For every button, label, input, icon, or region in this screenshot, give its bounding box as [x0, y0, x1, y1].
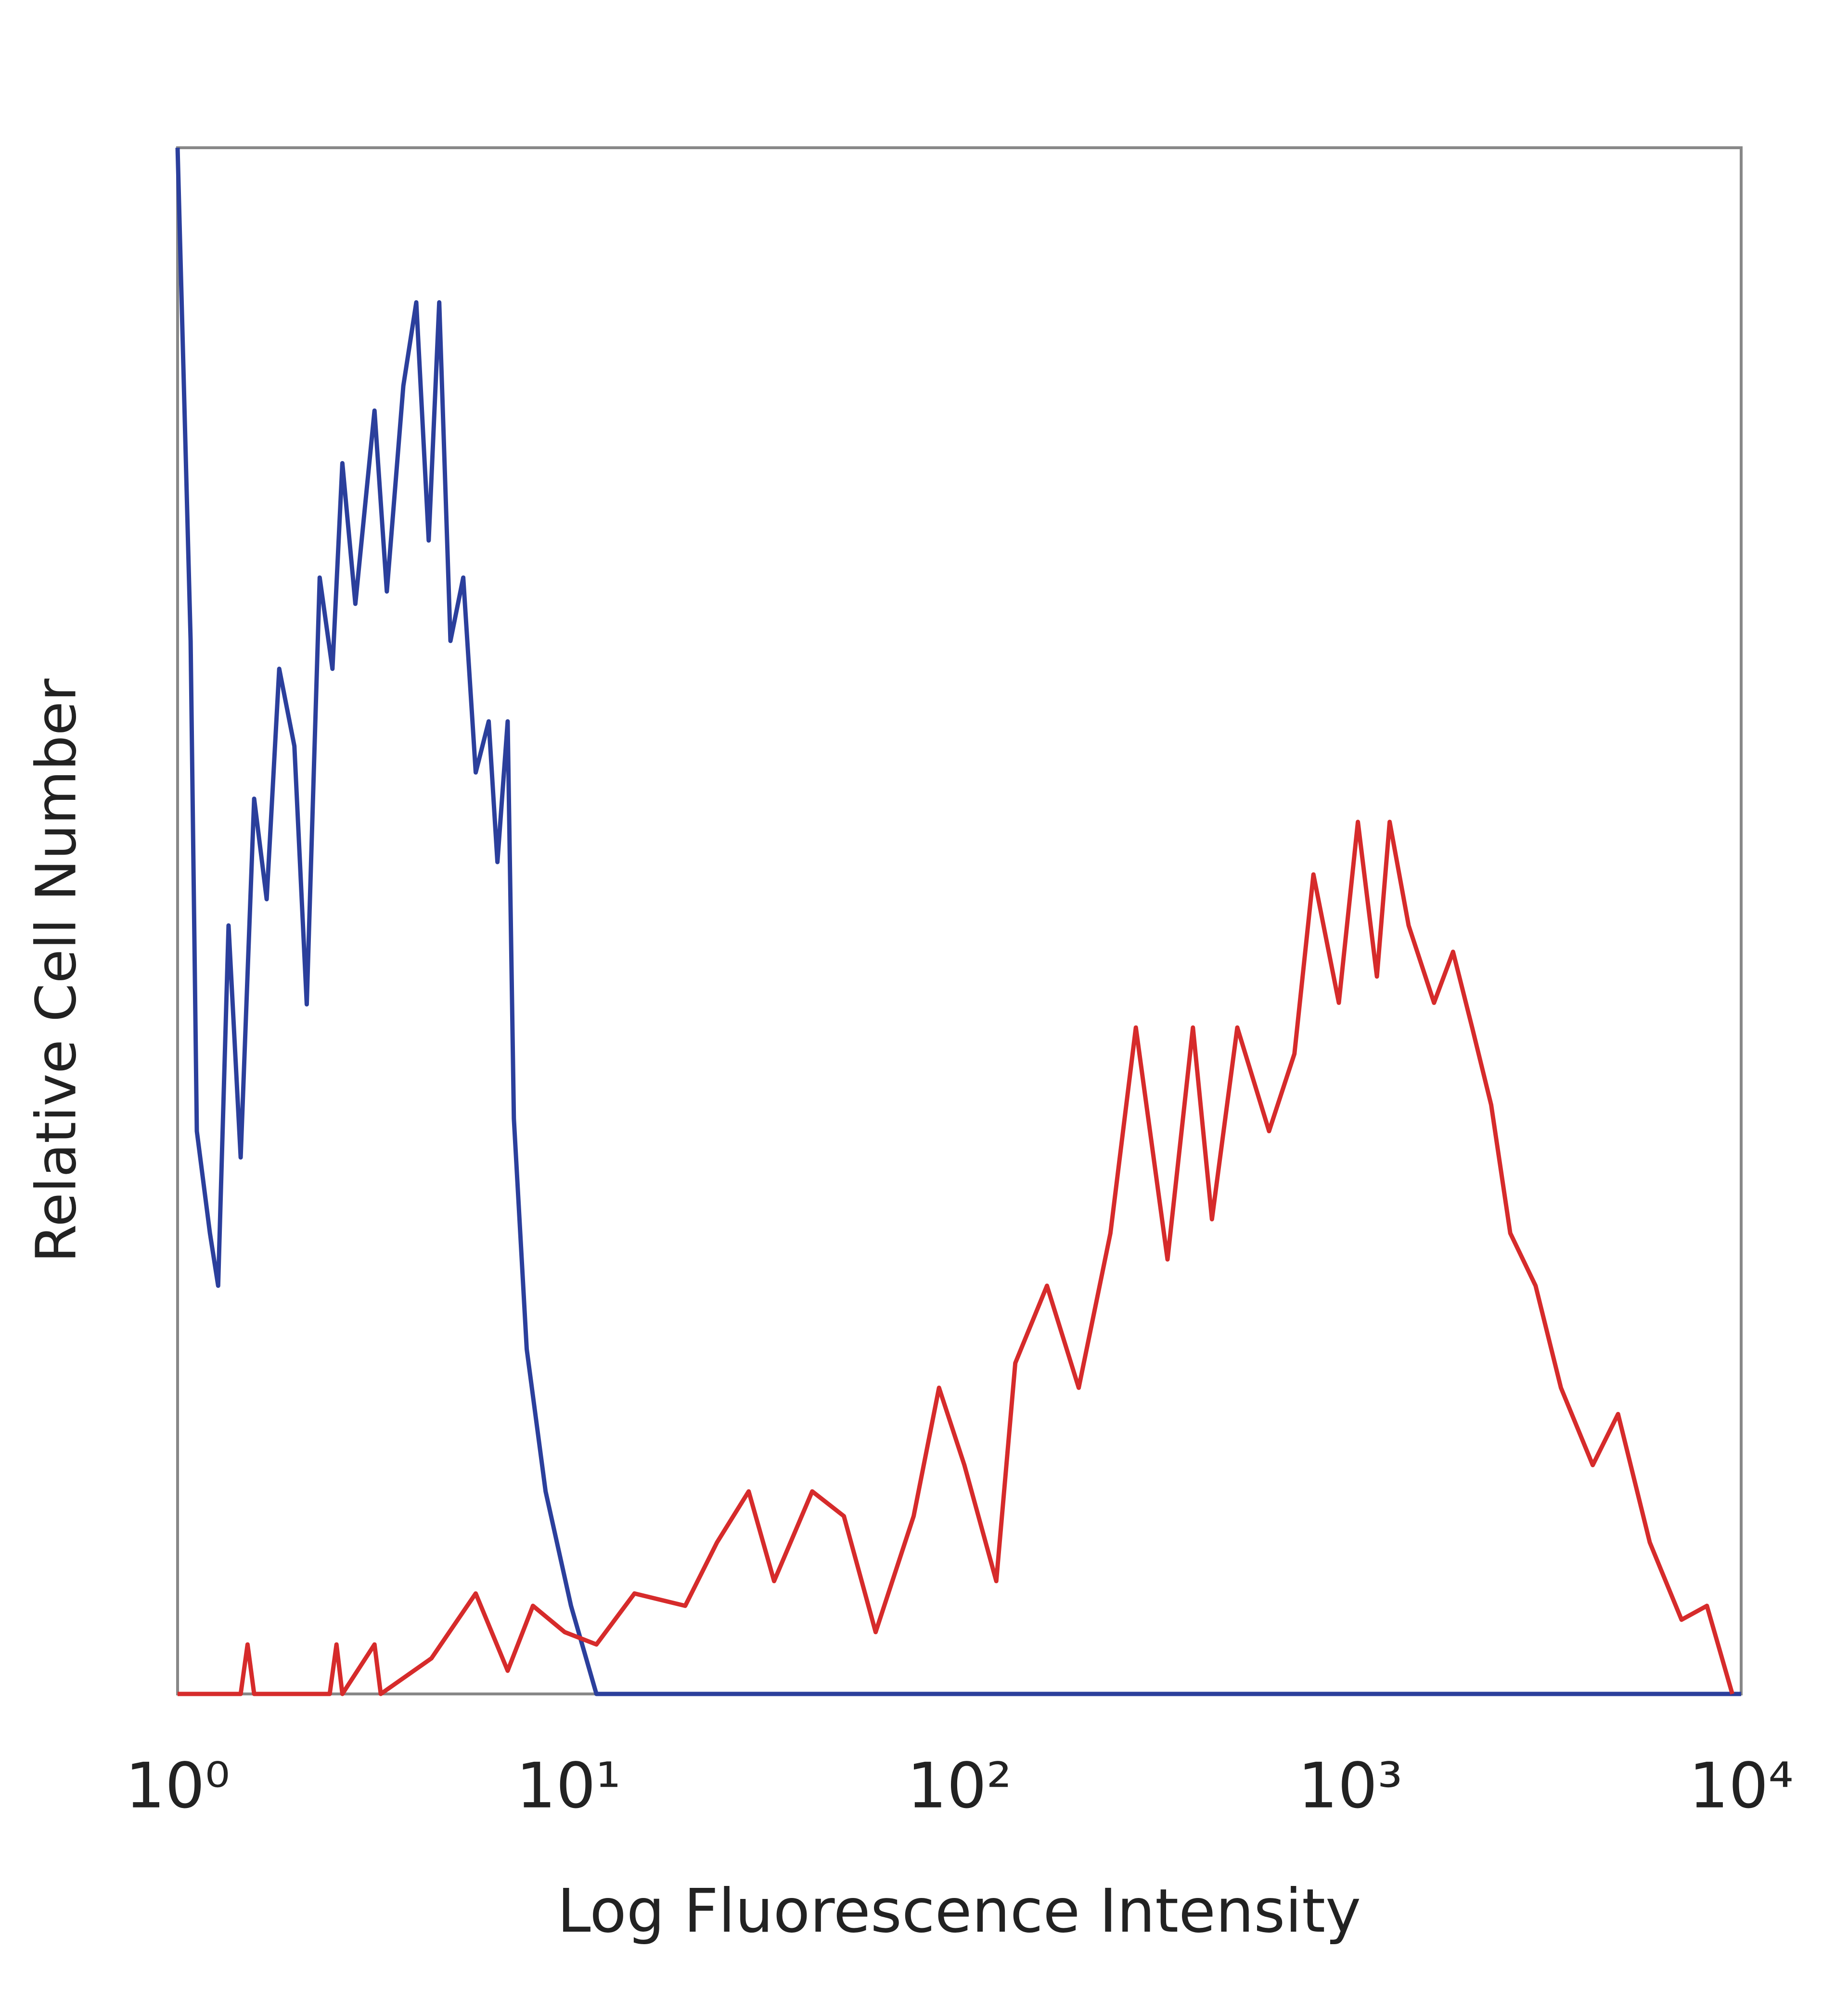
- x-axis-label: Log Fluorescence Intensity: [557, 1876, 1361, 1946]
- x-tick-label: 10⁰: [125, 1749, 230, 1822]
- x-tick-label: 10³: [1298, 1749, 1403, 1822]
- x-tick-label: 10¹: [516, 1749, 621, 1822]
- histogram-line: [178, 820, 1734, 1696]
- y-axis-label: Relative Cell Number: [25, 678, 89, 1263]
- x-tick-label: 10⁴: [1689, 1749, 1794, 1822]
- plot-frame: [176, 146, 1743, 1695]
- histogram-line: [175, 147, 1741, 1696]
- x-tick-label: 10²: [907, 1749, 1012, 1822]
